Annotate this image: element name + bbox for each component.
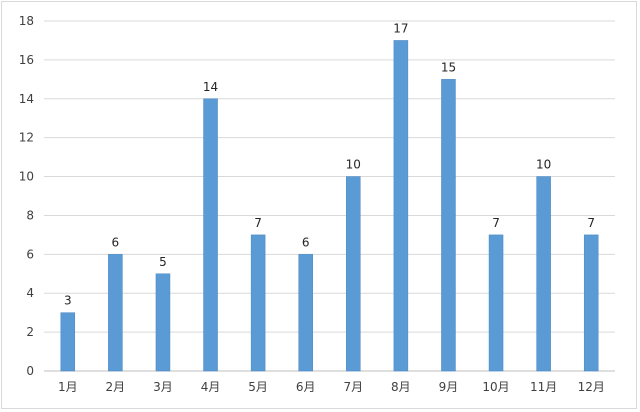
bar [203, 98, 218, 372]
x-tick-label: 6月 [296, 380, 316, 394]
x-tick-label: 5月 [248, 380, 268, 394]
x-tick-label: 3月 [153, 380, 173, 394]
data-label: 3 [64, 294, 72, 308]
data-label: 7 [587, 216, 595, 230]
data-label: 17 [393, 21, 408, 35]
data-label: 10 [536, 158, 551, 172]
bar [298, 254, 313, 372]
grid-lines [44, 20, 615, 372]
y-tick-label: 16 [19, 53, 34, 67]
data-label: 15 [441, 60, 456, 74]
x-tick-label: 2月 [106, 380, 126, 394]
bar [346, 176, 361, 372]
x-tick-label: 11月 [530, 380, 557, 394]
x-tick-label: 8月 [391, 380, 411, 394]
y-tick-label: 2 [26, 325, 34, 339]
bar [488, 234, 504, 372]
bar [441, 79, 456, 372]
x-tick-label: 10月 [482, 380, 509, 394]
bar [108, 254, 123, 372]
y-tick-label: 18 [19, 14, 34, 28]
data-labels: 3 6 5 14 7 6 10 17 15 7 10 7 [64, 21, 595, 307]
y-tick-label: 6 [26, 247, 34, 261]
bar [536, 176, 551, 372]
data-label: 7 [492, 216, 500, 230]
bar [393, 40, 409, 372]
data-label: 5 [159, 255, 167, 269]
data-label: 7 [254, 216, 262, 230]
x-tick-label: 9月 [439, 380, 459, 394]
y-tick-label: 0 [26, 364, 34, 378]
data-label: 10 [346, 158, 361, 172]
x-tick-label: 12月 [578, 380, 605, 394]
bar [60, 312, 76, 372]
data-label: 14 [203, 80, 218, 94]
y-tick-label: 8 [26, 208, 34, 222]
y-axis-ticks: 0 2 4 6 8 10 12 14 16 18 [19, 14, 34, 378]
y-tick-label: 10 [19, 170, 34, 184]
data-label: 6 [112, 235, 120, 249]
bar [250, 234, 266, 372]
y-tick-label: 4 [26, 286, 34, 300]
bars [60, 40, 599, 372]
x-tick-label: 7月 [343, 380, 363, 394]
y-tick-label: 14 [19, 92, 34, 106]
x-tick-label: 4月 [201, 380, 221, 394]
x-tick-label: 1月 [58, 380, 78, 394]
bar [155, 273, 171, 372]
bar [583, 234, 599, 372]
x-axis-ticks: 1月 2月 3月 4月 5月 6月 7月 8月 9月 10月 11月 12月 [58, 380, 605, 394]
y-tick-label: 12 [19, 131, 34, 145]
data-label: 6 [302, 235, 310, 249]
